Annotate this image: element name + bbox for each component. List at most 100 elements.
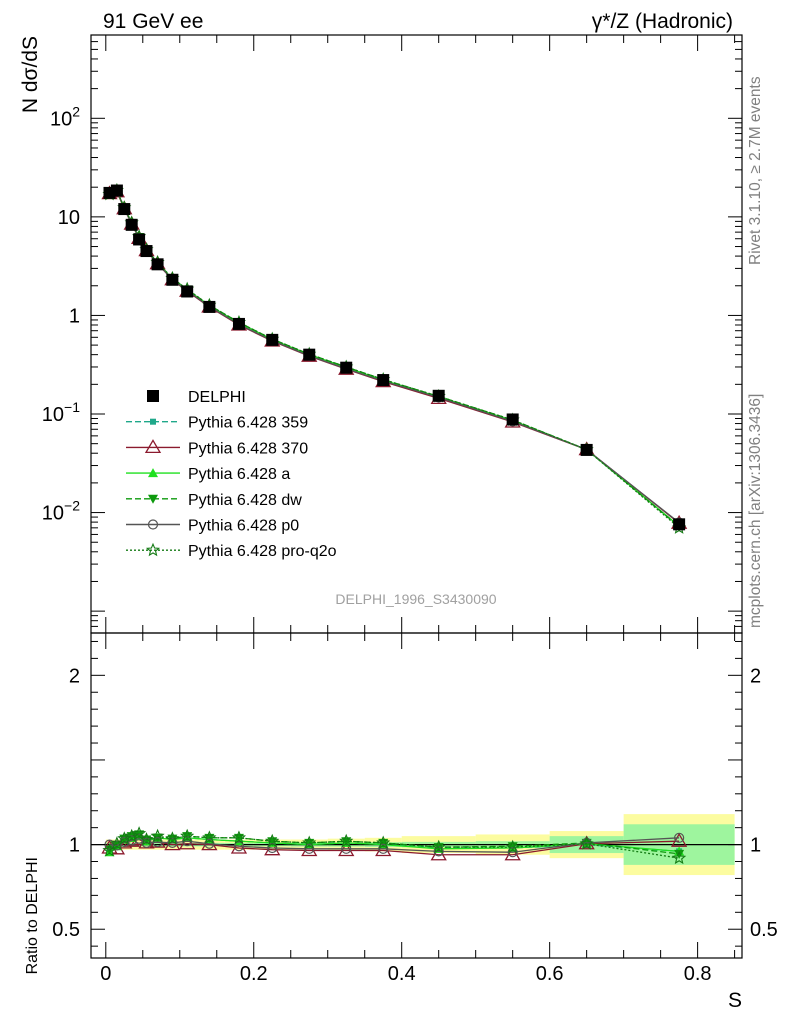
point-data-3: [125, 218, 138, 231]
ratio-point-pdw-4: [134, 830, 145, 840]
point-data-7: [166, 273, 179, 286]
header-left-title: 91 GeV ee: [103, 10, 203, 33]
legend: DELPHI Pythia 6.428 359 Pythia 6.428 370 Py…: [126, 389, 337, 560]
main-y-tick-label: 10−2: [42, 498, 80, 525]
ratio-plot-frame: [90, 632, 743, 959]
analysis-label: DELPHI_1996_S3430090: [335, 591, 496, 607]
point-data-8: [181, 285, 194, 298]
x-tick-label: 0.6: [536, 963, 564, 985]
rivet-version-label: Rivet 3.1.10, ≥ 2.7M events: [747, 76, 764, 265]
legend-marker-data: [147, 390, 159, 402]
ratio-point-pproq2o-4: [132, 826, 147, 840]
legend-label-pproq2o: Pythia 6.428 pro-q2o: [188, 543, 337, 560]
ratio-point-pproq2o-5: [139, 832, 154, 846]
ratio-point-pproq2o-10: [231, 830, 247, 844]
legend-marker-p370: [144, 439, 162, 454]
legend-marker-pdw: [148, 494, 158, 504]
point-data-17: [580, 443, 593, 456]
legend-marker-pa: [148, 468, 158, 478]
main-y-tick-label: 10: [58, 207, 80, 229]
point-data-5: [140, 245, 153, 258]
point-data-16: [506, 413, 519, 426]
ratio-point-pp0-7: [167, 837, 178, 848]
ratio-point-pproq2o-14: [376, 835, 391, 849]
point-data-2: [118, 203, 131, 216]
ratio-y-axis-title: Ratio to DELPHI: [24, 857, 41, 974]
main-y-axis-title: N dσ/dS: [19, 36, 42, 113]
legend-label-data: DELPHI: [188, 389, 246, 406]
point-data-9: [203, 300, 216, 313]
x-tick-label: 0.4: [388, 963, 416, 985]
ratio-point-pproq2o-6: [150, 828, 165, 843]
header-right-title: γ*/Z (Hadronic): [592, 10, 733, 33]
ratio-series-group: [101, 826, 688, 865]
ratio-point-p370-12: [301, 842, 318, 857]
ratio-y-tick-label: 0.5: [52, 919, 80, 941]
x-tick-label: 0: [100, 963, 111, 985]
main-y-tick-label: 1: [69, 305, 80, 327]
legend-label-p370: Pythia 6.428 370: [188, 440, 308, 457]
ratio-point-pp0-16: [507, 847, 518, 858]
legend-marker-pp0: [147, 519, 159, 530]
ratio-line-pproq2o: [109, 832, 680, 859]
ratio-point-pp0-12: [304, 843, 315, 854]
ratio-point-pproq2o-11: [265, 833, 280, 848]
legend-item-data: DELPHI: [147, 389, 246, 406]
point-data-13: [340, 361, 353, 374]
ratio-point-pproq2o-8: [180, 828, 195, 843]
legend-label-p359: Pythia 6.428 359: [188, 415, 308, 432]
legend-item-p359: Pythia 6.428 359: [126, 415, 308, 432]
ratio-y-tick-label-right: 2: [750, 665, 761, 687]
legend-marker-p359: [150, 418, 156, 425]
ratio-point-pp0-9: [204, 838, 215, 849]
point-data-1: [110, 184, 123, 197]
point-data-14: [377, 374, 390, 387]
ratio-point-pproq2o-17: [579, 836, 594, 850]
mcplots-reference-label: mcplots.cern.ch [arXiv:1306.3436]: [747, 394, 764, 628]
ratio-series-pp0: [104, 832, 685, 858]
ratio-point-pproq2o-12: [302, 835, 317, 849]
legend-label-pp0: Pythia 6.428 p0: [188, 518, 299, 535]
legend-label-pa: Pythia 6.428 a: [188, 466, 290, 483]
ratio-point-pp0-6: [152, 836, 163, 848]
ratio-y-tick-label-right: 0.5: [750, 919, 778, 941]
point-data-12: [303, 348, 316, 361]
ratio-y-tick-label-right: 1: [750, 835, 761, 857]
point-data-10: [232, 317, 245, 330]
ratio-point-p370-8: [179, 835, 196, 850]
main-y-tick-label: 10−1: [42, 399, 80, 426]
ratio-point-pp0-18: [674, 832, 685, 843]
ratio-y-tick-label: 2: [69, 665, 80, 687]
series-data: [103, 184, 686, 531]
legend-label-pdw: Pythia 6.428 dw: [188, 492, 302, 509]
point-data-4: [133, 233, 146, 246]
legend-item-pproq2o: Pythia 6.428 pro-q2o: [126, 542, 337, 560]
legend-item-p370: Pythia 6.428 370: [126, 439, 308, 457]
point-data-15: [432, 389, 445, 402]
ratio-line-pp0: [109, 837, 680, 853]
ratio-point-pp0-10: [233, 841, 245, 852]
legend-item-pdw: Pythia 6.428 dw: [126, 492, 302, 509]
x-axis-title: S: [728, 989, 742, 1012]
ratio-point-pp0-14: [378, 843, 389, 854]
legend-item-pp0: Pythia 6.428 p0: [126, 518, 299, 535]
ratio-point-pproq2o-9: [202, 830, 217, 844]
axes-group: 10−2 10−1 1 10 102 0.5 0.5 1 1 2 2 0 0.2 0.4 0.6 0.8: [42, 34, 778, 985]
x-tick-label: 0.2: [240, 963, 268, 985]
ratio-point-pp0-5: [141, 837, 152, 848]
point-data-11: [266, 333, 279, 346]
x-tick-label: 0.8: [684, 963, 712, 985]
ratio-point-pproq2o-16: [505, 839, 520, 854]
ratio-series-pproq2o: [102, 826, 687, 865]
point-data-6: [151, 258, 164, 271]
ratio-point-pproq2o-13: [339, 833, 354, 848]
ratio-point-pproq2o-18: [672, 850, 687, 865]
legend-marker-pproq2o: [145, 542, 161, 557]
main-y-tick-label: 102: [50, 103, 80, 130]
ratio-point-pproq2o-7: [165, 831, 180, 845]
ratio-point-p370-13: [338, 842, 355, 857]
legend-item-pa: Pythia 6.428 a: [126, 466, 290, 483]
main-series-group: [101, 182, 688, 534]
ratio-y-tick-label: 1: [69, 835, 80, 857]
